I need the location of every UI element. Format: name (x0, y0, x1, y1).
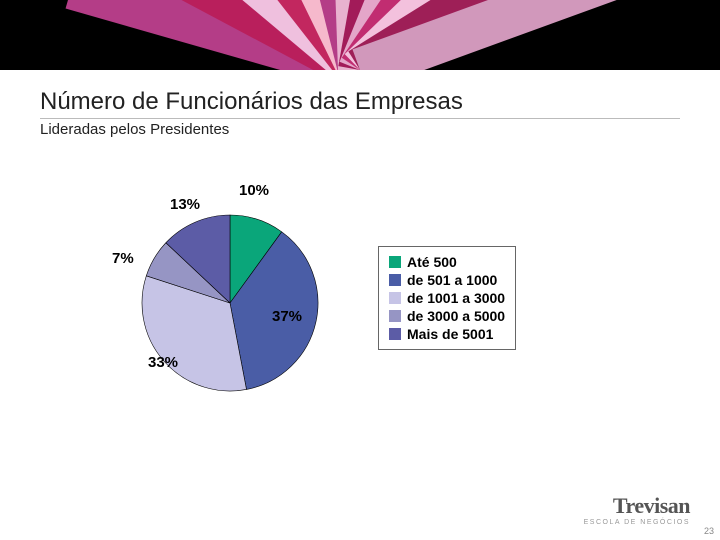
legend-item: Mais de 5001 (389, 325, 505, 343)
slice-label: 37% (272, 308, 302, 325)
legend-item: de 501 a 1000 (389, 271, 505, 289)
legend-label: de 501 a 1000 (407, 272, 497, 288)
content-area: Número de Funcionários das Empresas Lide… (0, 70, 720, 418)
page-number: 23 (704, 526, 714, 536)
legend-label: de 1001 a 3000 (407, 290, 505, 306)
legend-item: de 3000 a 5000 (389, 307, 505, 325)
top-banner (0, 0, 720, 70)
legend-swatch (389, 292, 401, 304)
slice-label: 33% (148, 354, 178, 371)
page-title: Número de Funcionários das Empresas (40, 88, 680, 119)
legend-label: Mais de 5001 (407, 326, 493, 342)
legend-swatch (389, 328, 401, 340)
slice-label: 13% (170, 196, 200, 213)
legend-label: Até 500 (407, 254, 457, 270)
legend-label: de 3000 a 5000 (407, 308, 505, 324)
legend-swatch (389, 274, 401, 286)
footer-logo: Trevisan ESCOLA DE NEGÓCIOS (584, 493, 690, 526)
legend: Até 500 de 501 a 1000 de 1001 a 3000 de 300… (378, 246, 516, 350)
legend-swatch (389, 310, 401, 322)
chart-container: 10% 37% 33% 7% 13% Até 500 de 501 a 1000 de 10… (40, 178, 680, 418)
slice-label: 7% (112, 250, 134, 267)
page-subtitle: Lideradas pelos Presidentes (40, 121, 680, 138)
legend-item: de 1001 a 3000 (389, 289, 505, 307)
pie-chart: 10% 37% 33% 7% 13% (110, 178, 350, 418)
logo-subtext: ESCOLA DE NEGÓCIOS (584, 519, 690, 526)
logo-text: Trevisan (584, 493, 690, 519)
slice-label: 10% (239, 182, 269, 199)
legend-swatch (389, 256, 401, 268)
legend-item: Até 500 (389, 253, 505, 271)
